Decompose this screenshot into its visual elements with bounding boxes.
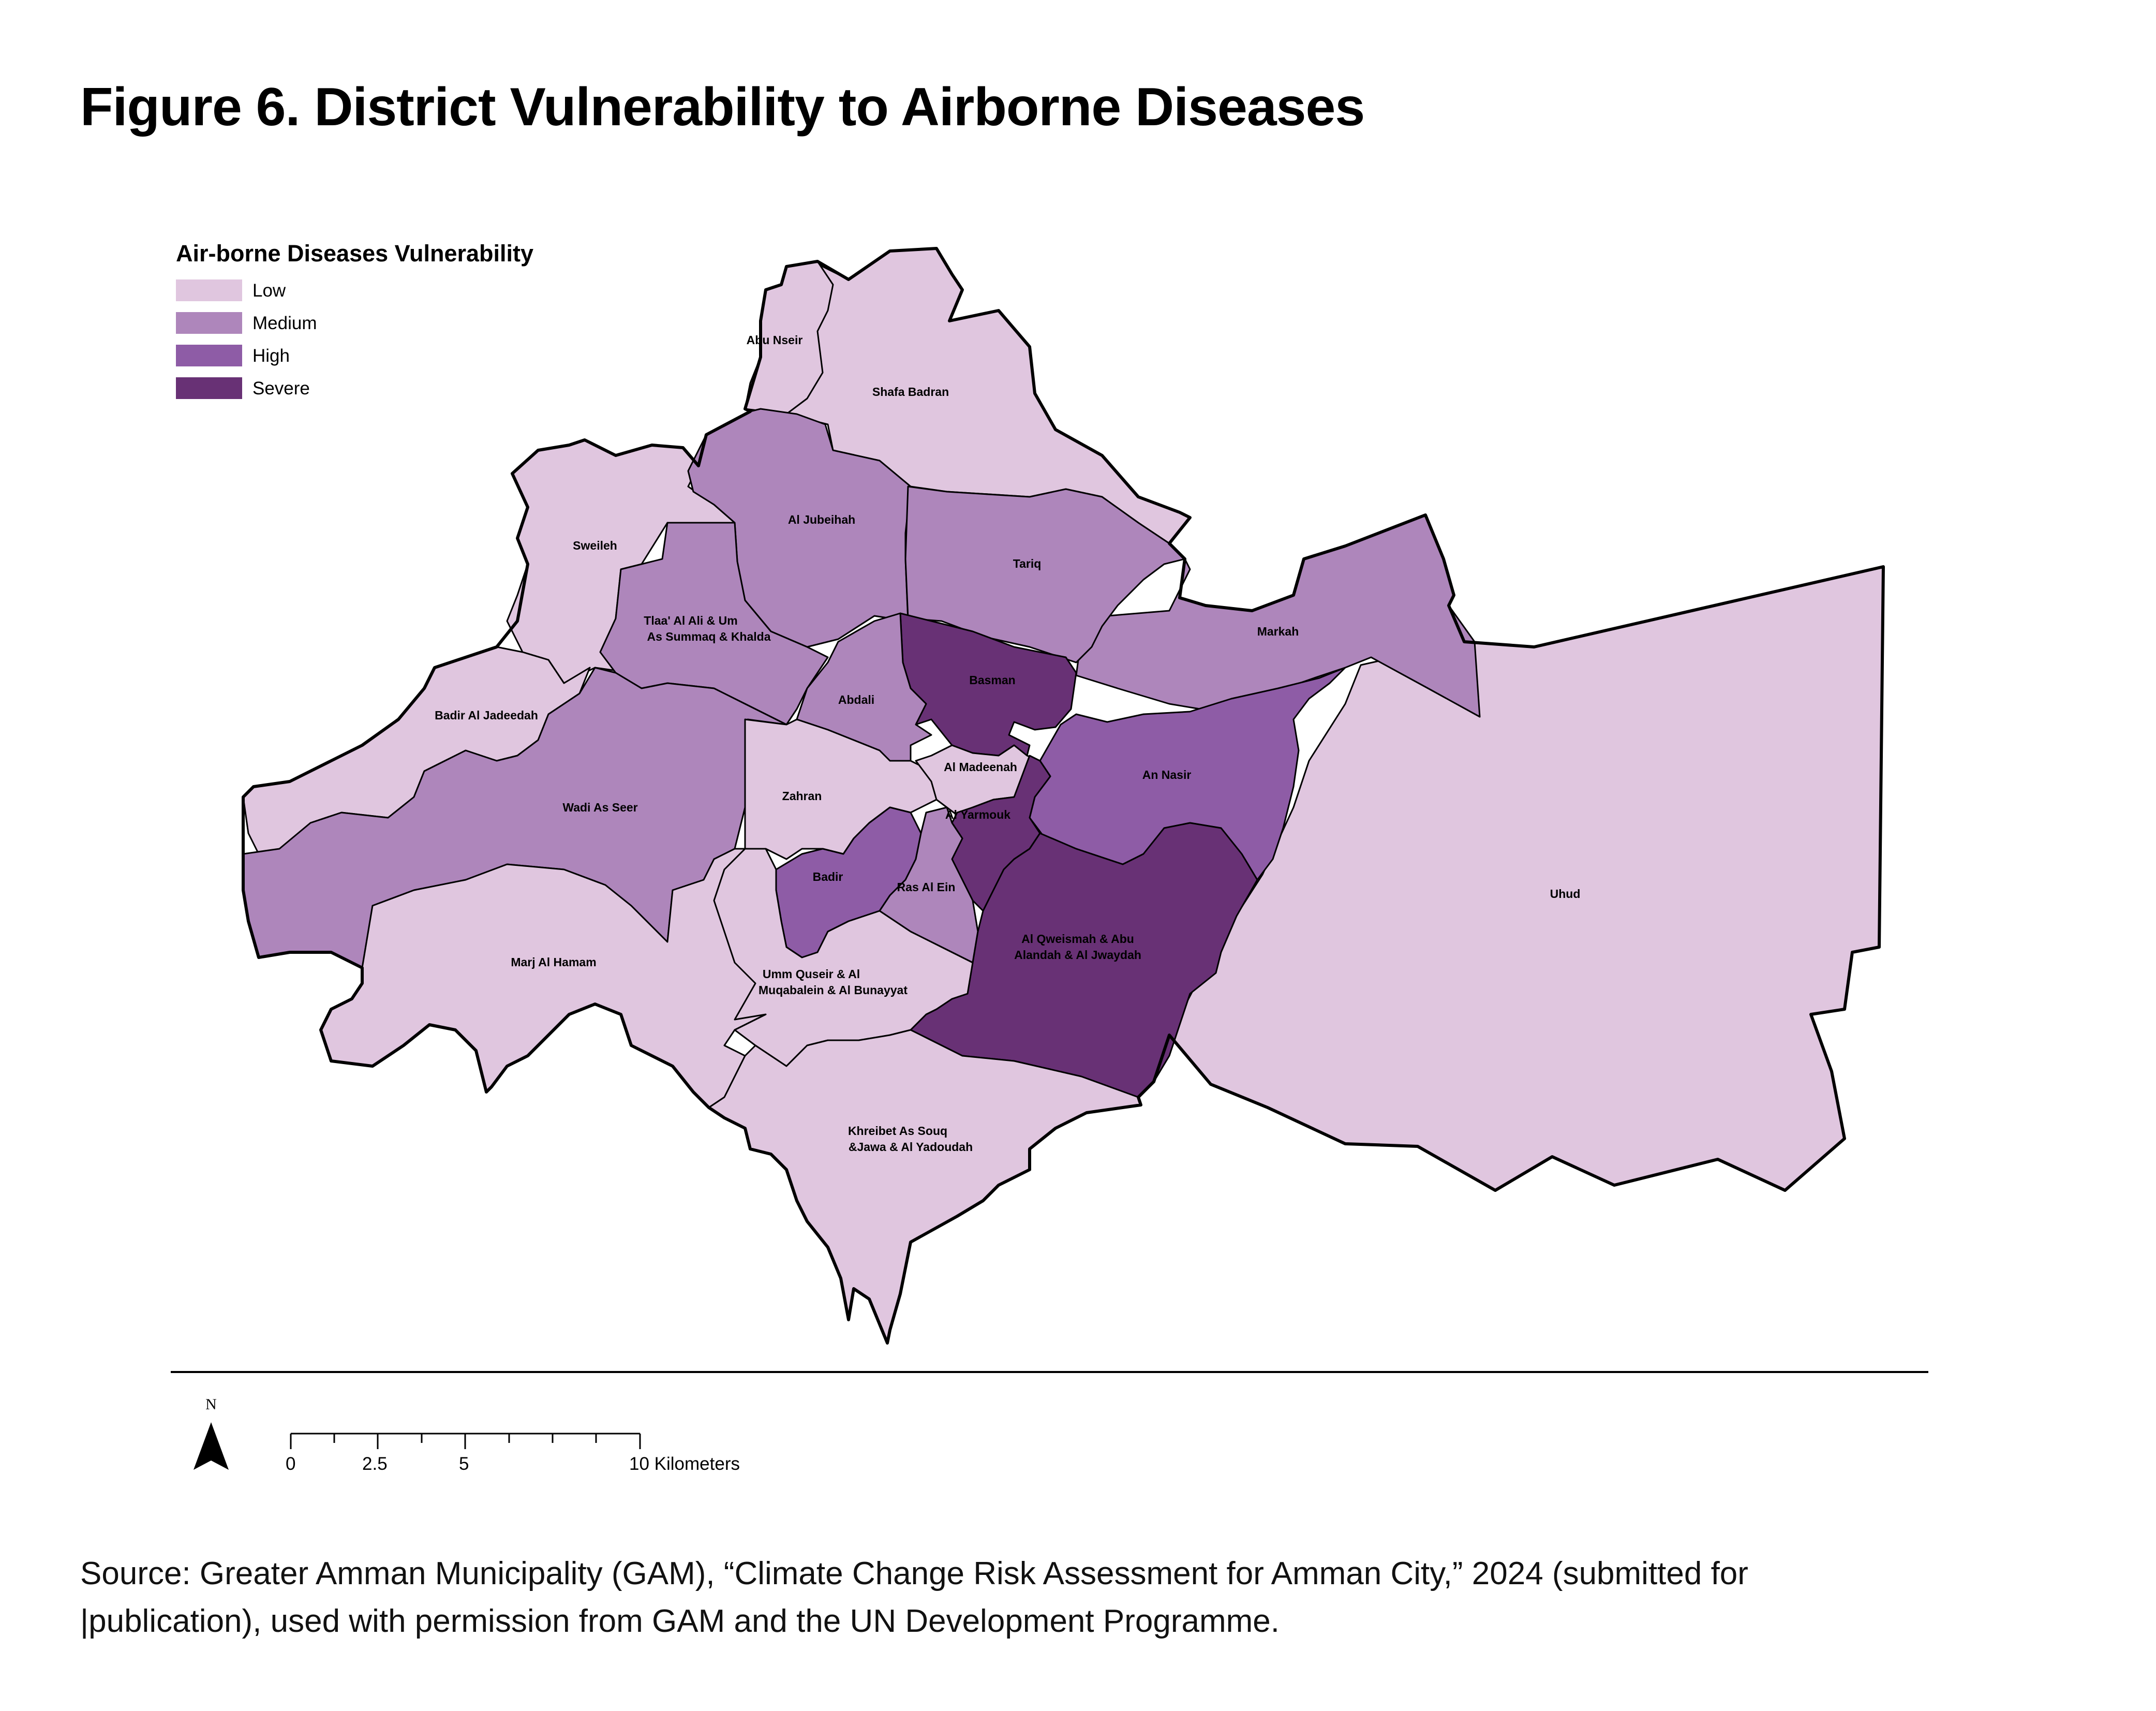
- district-tariq: [904, 485, 1186, 663]
- label-badir-al-jadeedah: Badir Al Jadeedah: [435, 709, 538, 722]
- label-ras-al-ein: Ras Al Ein: [897, 880, 956, 894]
- label-khreibet-2: &Jawa & Al Yadoudah: [849, 1140, 973, 1154]
- district-abdali: [796, 612, 932, 762]
- scale-tick-10-km: 10 Kilometers: [629, 1454, 740, 1474]
- legend-label-high: High: [252, 346, 290, 366]
- page-title: Figure 6. District Vulnerability to Airb…: [80, 77, 1365, 137]
- north-arrow: N: [194, 1396, 229, 1470]
- label-al-jubeihah: Al Jubeihah: [788, 513, 855, 526]
- legend-label-medium: Medium: [252, 313, 317, 333]
- label-badir: Badir: [813, 870, 843, 883]
- label-markah: Markah: [1257, 625, 1299, 638]
- label-an-nasir: An Nasir: [1142, 768, 1192, 781]
- label-al-yarmouk: Al Yarmouk: [945, 808, 1010, 821]
- label-zahran: Zahran: [782, 789, 822, 803]
- legend-swatch-high: [176, 345, 242, 366]
- scale-bar: 0 2.5 5 10 Kilometers: [286, 1433, 740, 1474]
- legend: Air-borne Diseases Vulnerability Low Med…: [176, 240, 533, 399]
- north-arrow-icon: [194, 1422, 229, 1470]
- legend-title: Air-borne Diseases Vulnerability: [176, 240, 533, 267]
- label-tlaa-al-ali-2: As Summaq & Khalda: [647, 630, 771, 643]
- legend-swatch-severe: [176, 377, 242, 399]
- legend-swatch-low: [176, 279, 242, 301]
- district-khreibet-as-souq: [708, 1029, 1142, 1344]
- scale-tick-2-5: 2.5: [362, 1454, 388, 1474]
- scale-tick-5: 5: [459, 1454, 469, 1474]
- label-marj-al-hamam: Marj Al Hamam: [511, 955, 596, 969]
- label-umm-quseir-1: Umm Quseir & Al: [763, 967, 860, 981]
- label-tariq: Tariq: [1013, 557, 1042, 570]
- scale-tick-0: 0: [286, 1454, 295, 1474]
- north-label: N: [205, 1396, 217, 1413]
- label-khreibet-1: Khreibet As Souq: [848, 1124, 947, 1138]
- legend-label-severe: Severe: [252, 378, 310, 399]
- district-zahran: [744, 718, 969, 860]
- district-umm-quseir: [713, 848, 974, 1067]
- label-al-madeenah: Al Madeenah: [944, 760, 1017, 774]
- label-uhud: Uhud: [1550, 887, 1581, 901]
- source-line-2: |publication), used with permission from…: [80, 1603, 1280, 1639]
- label-al-qweismah-2: Alandah & Al Jwaydah: [1014, 948, 1141, 962]
- label-abdali: Abdali: [838, 693, 874, 706]
- source-line-1: Source: Greater Amman Municipality (GAM)…: [80, 1556, 1748, 1591]
- label-umm-quseir-2: Muqabalein & Al Bunayyat: [759, 983, 908, 997]
- label-abu-nseir: Abu Nseir: [747, 333, 803, 347]
- municipality-boundary: [242, 247, 1885, 1345]
- label-tlaa-al-ali-1: Tlaa' Al Ali & Um: [644, 614, 737, 627]
- label-shafa-badran: Shafa Badran: [872, 385, 949, 399]
- label-al-qweismah-1: Al Qweismah & Abu: [1021, 932, 1134, 946]
- label-sweileh: Sweileh: [573, 539, 617, 552]
- source-note: Source: Greater Amman Municipality (GAM)…: [80, 1550, 2098, 1645]
- label-basman: Basman: [969, 673, 1015, 687]
- label-wadi-as-seer: Wadi As Seer: [562, 801, 637, 814]
- legend-swatch-medium: [176, 312, 242, 334]
- legend-label-low: Low: [252, 281, 286, 301]
